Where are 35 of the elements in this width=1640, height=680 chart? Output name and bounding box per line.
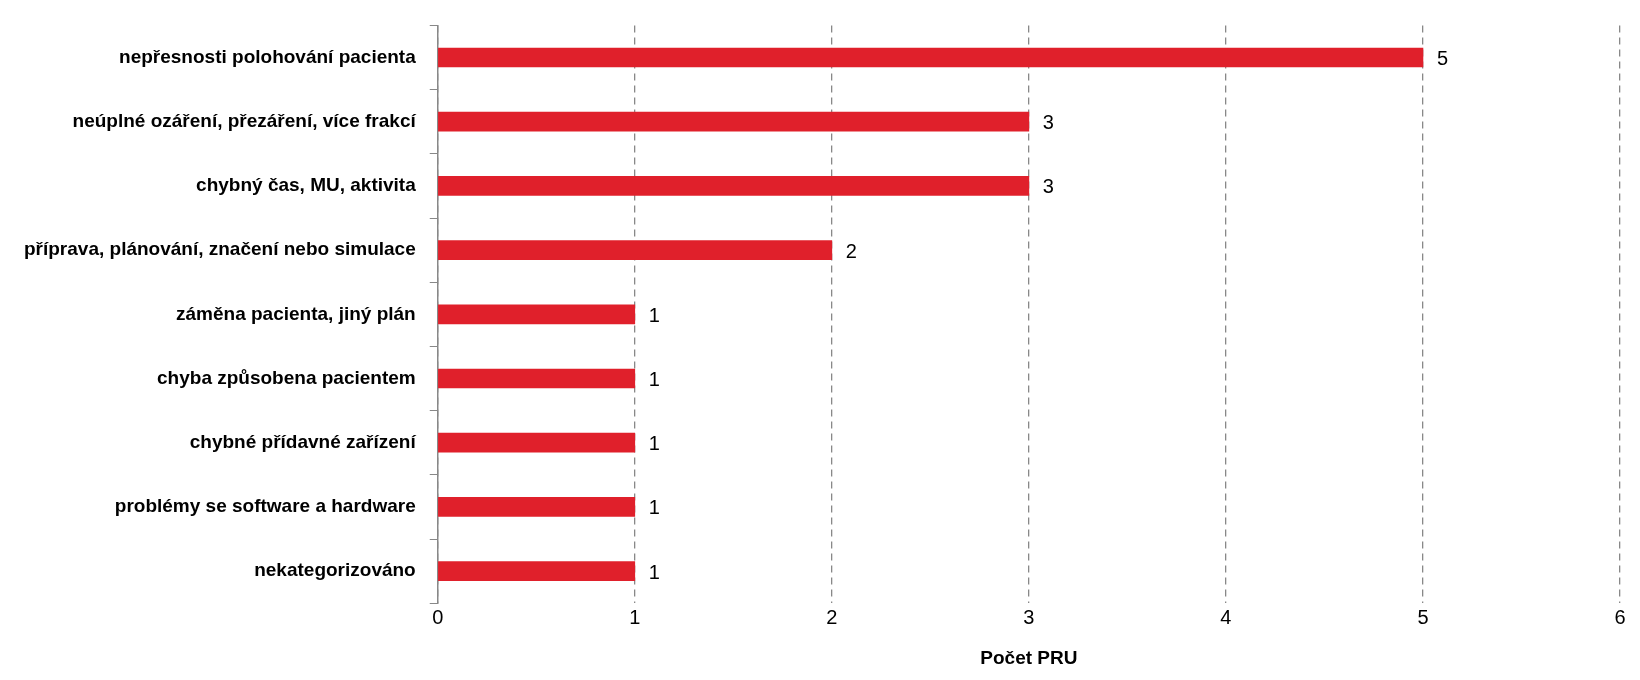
data-label: 1 (648, 368, 660, 391)
y-tick-label: nekategorizováno (254, 559, 416, 581)
data-label: 1 (648, 496, 660, 519)
y-tick-label: chybný čas, MU, aktivita (196, 174, 417, 196)
y-tick-label: chyba způsobena pacientem (157, 366, 416, 388)
x-axis-title: Počet PRU (980, 646, 1078, 668)
x-tick-label: 5 (1417, 605, 1429, 628)
bar (438, 368, 636, 389)
data-label: 3 (1042, 111, 1054, 134)
data-label: 1 (648, 432, 660, 455)
bar (438, 111, 1030, 132)
data-label: 5 (1436, 47, 1449, 70)
data-label: 1 (648, 560, 660, 583)
bar (438, 432, 636, 453)
y-tick-label: záměna pacienta, jiný plán (176, 302, 416, 324)
data-label: 2 (845, 239, 857, 262)
x-tick-label: 1 (629, 605, 641, 628)
y-tick-label: příprava, plánování, značení nebo simulace (23, 238, 416, 260)
bar (438, 240, 833, 260)
bar (438, 304, 636, 325)
data-label: 3 (1042, 175, 1054, 198)
x-tick-label: 3 (1023, 605, 1035, 628)
x-tick-label: 2 (826, 605, 838, 628)
y-tick-label: nepřesnosti polohování pacienta (119, 45, 417, 67)
x-tick-label: 4 (1220, 605, 1232, 628)
bar (438, 497, 636, 517)
y-tick-label: problémy se software a hardware (114, 495, 416, 517)
bar (438, 561, 636, 581)
bar (438, 47, 1424, 68)
y-tick-label: chybné přídavné zařízení (189, 430, 417, 452)
bar (438, 176, 1030, 196)
y-tick-label: neúplné ozáření, přezáření, více frakcí (72, 109, 417, 131)
x-tick-label: 6 (1614, 605, 1626, 628)
data-label: 1 (648, 303, 660, 326)
x-tick-label: 0 (432, 605, 444, 628)
